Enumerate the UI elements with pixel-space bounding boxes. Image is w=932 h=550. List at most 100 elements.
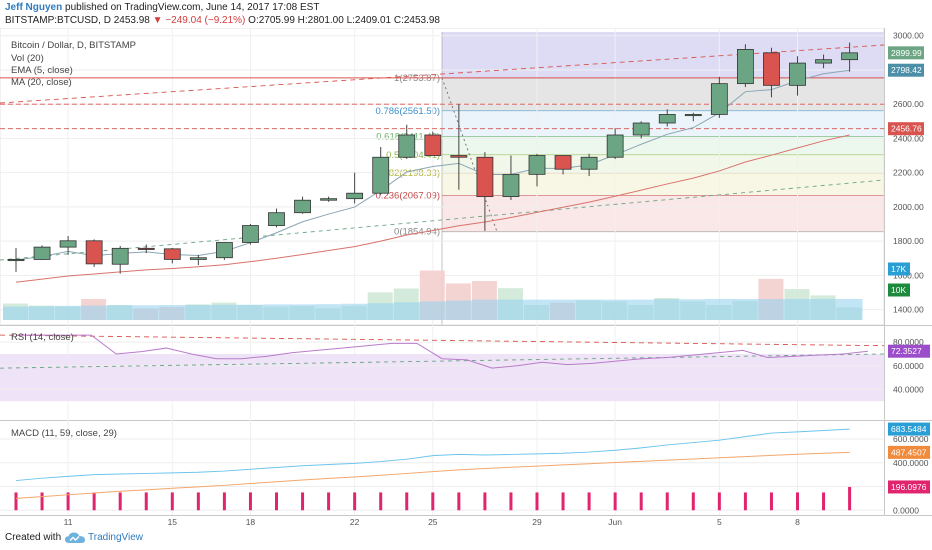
volume-tag-value: 10K	[891, 285, 906, 295]
legend-macd: MACD (11, 59, close, 29)	[11, 428, 117, 439]
symbol: BITSTAMP:BTCUSD, D	[5, 15, 111, 26]
candle-body	[606, 134, 624, 158]
candle-body	[59, 240, 77, 248]
price-tick-label: 3000.00	[893, 31, 924, 41]
price-tag	[888, 46, 924, 60]
fib-label-5: 0.236(2067.09)	[376, 190, 440, 201]
rsi-tick-label: 60.0000	[893, 361, 924, 371]
rsi-resistance-line	[0, 334, 885, 347]
volume-layer	[3, 270, 863, 320]
ohlc-values: O:2705.99 H:2801.00 L:2409.01 C:2453.98	[248, 15, 440, 26]
macd-tick-label: 0.0000	[893, 505, 919, 515]
legend-layer: Bitcoin / Dollar, D, BITSTAMP Vol (20) E…	[11, 40, 136, 439]
symbol-line: BITSTAMP:BTCUSD, D 2453.98 ▼ −249.04 (−9…	[5, 15, 440, 26]
volume-tag	[888, 262, 910, 276]
fib-label-4: 0.382(2198.33)	[376, 168, 440, 179]
date-tick-label: 29	[532, 517, 542, 527]
candle-body	[684, 114, 702, 117]
rsi-support-line	[0, 353, 885, 369]
candle-body	[450, 155, 468, 158]
date-tick-label: 25	[428, 517, 438, 527]
fib-label-1: 0.786(2561.50)	[376, 106, 440, 117]
legend-ema: EMA (5, close)	[11, 65, 73, 76]
chart-header: Jeff Nguyen published on TradingView.com…	[0, 0, 932, 28]
macd-value-tag	[888, 480, 930, 494]
volume-tag-value: 17K	[891, 264, 906, 274]
candle-body	[502, 173, 520, 198]
rsi-value-label: 72.3527	[891, 346, 922, 356]
fib-zone-5	[442, 195, 884, 232]
price-tag-value: 2798.42	[891, 65, 922, 75]
candle-body	[476, 156, 494, 198]
macd-tick-label: 400.0000	[893, 458, 929, 468]
fib-label-6: 0(1854.94)	[394, 227, 440, 238]
last-price: 2453.98	[113, 15, 150, 26]
rsi-tick-label: 40.0000	[893, 384, 924, 394]
date-tick-label: Jun	[608, 517, 622, 527]
author-name[interactable]: Jeff Nguyen	[5, 2, 63, 13]
rsi-band	[0, 353, 884, 402]
price-tag-value: 2456.76	[891, 124, 922, 134]
volume-tag	[888, 283, 910, 297]
candle-body	[137, 247, 155, 250]
price-tag	[888, 122, 924, 136]
legend-vol: Vol (20)	[11, 53, 44, 64]
candle-body	[215, 242, 233, 259]
price-tick-label: 1800.00	[893, 236, 924, 246]
fib-zone-2	[442, 136, 884, 155]
candle-body	[632, 122, 650, 136]
price-change: ▼ −249.04 (−9.21%)	[152, 15, 246, 26]
price-tick-label: 1400.00	[893, 305, 924, 315]
macd-value-tag	[888, 445, 930, 459]
legend-rsi: RSI (14, close)	[11, 332, 74, 343]
candle-body	[763, 52, 780, 86]
candle-body	[580, 156, 598, 170]
cloud-icon	[65, 532, 85, 543]
rsi-line	[16, 334, 869, 369]
publish-line: Jeff Nguyen published on TradingView.com…	[5, 2, 319, 13]
footer-brand[interactable]: TradingView	[88, 532, 144, 543]
macd-pane	[0, 428, 884, 511]
candle-body	[815, 59, 832, 64]
candle-body	[424, 134, 442, 156]
date-tick-label: 22	[350, 517, 360, 527]
candle-body	[320, 198, 338, 201]
date-tick-label: 11	[64, 517, 73, 527]
candle-body	[841, 52, 858, 61]
candle-body	[33, 246, 51, 260]
lower-trend-line	[0, 179, 885, 261]
candle-body	[189, 257, 207, 260]
legend-title: Bitcoin / Dollar, D, BITSTAMP	[11, 40, 136, 51]
date-tick-label: 18	[246, 517, 256, 527]
chart-canvas[interactable]: 1(2753.87)0.786(2561.50)0.618(2411.48)0.…	[0, 28, 932, 528]
axis-layer: 1400.001600.001800.002000.002200.002400.…	[64, 31, 930, 527]
candle-body	[111, 247, 129, 265]
candle-body	[242, 225, 259, 243]
volume-average	[3, 299, 863, 320]
date-tick-label: 8	[795, 517, 800, 527]
macd-value-label: 196.0976	[891, 482, 927, 492]
macd-tick-label: 600.0000	[893, 434, 929, 444]
ema-5-line	[15, 69, 850, 261]
legend-ma: MA (20, close)	[11, 77, 72, 88]
rsi-pane	[0, 334, 885, 402]
price-tick-label: 2600.00	[893, 99, 924, 109]
candle-body	[789, 62, 806, 86]
fib-zone-3	[442, 154, 884, 173]
candle-body	[737, 49, 754, 85]
candles-layer	[7, 42, 858, 274]
candle-body	[163, 248, 181, 260]
candle-body	[372, 156, 390, 194]
macd-value-tag	[888, 422, 930, 436]
macd-line	[15, 428, 850, 482]
candle-body	[346, 192, 364, 200]
candle-body	[658, 114, 676, 124]
rsi-value-tag	[888, 344, 930, 358]
candle-body	[268, 212, 285, 226]
candle-body	[294, 199, 311, 214]
candle-body	[710, 83, 728, 115]
price-tag-value: 2899.99	[891, 48, 922, 58]
candle-body	[398, 134, 416, 158]
price-tag	[888, 63, 924, 77]
date-tick-label: 15	[168, 517, 178, 527]
